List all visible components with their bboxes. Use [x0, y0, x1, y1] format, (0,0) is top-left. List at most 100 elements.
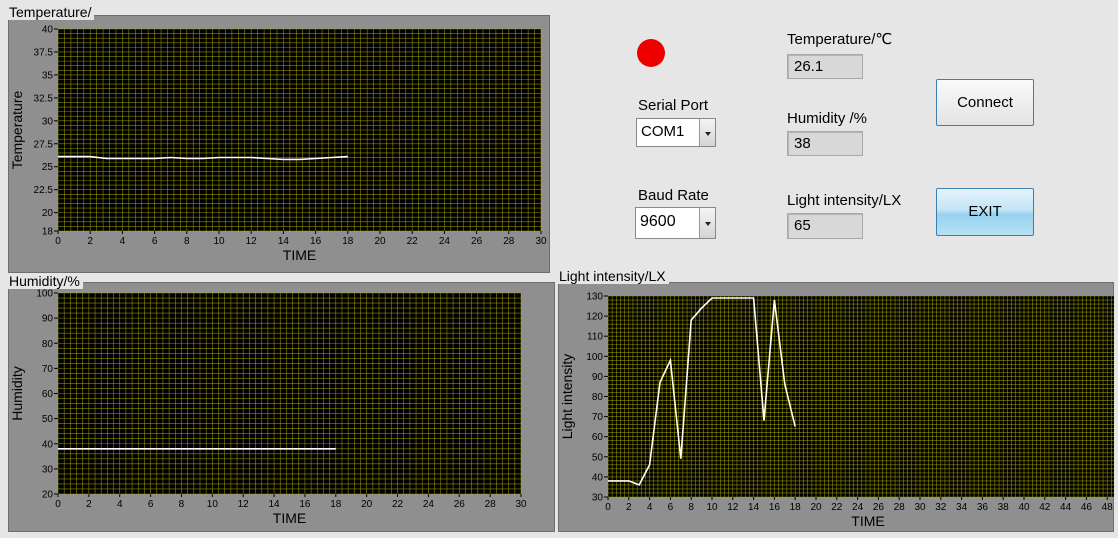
x-tick-label: 20	[810, 502, 822, 513]
data-line	[58, 155, 348, 161]
x-tick-label: 48	[1102, 502, 1114, 513]
x-tick-label: 8	[688, 502, 694, 513]
temperature-chart-title: Temperature/	[8, 4, 95, 20]
x-tick-label: 2	[626, 502, 632, 513]
x-tick-label: 22	[831, 502, 843, 513]
y-tick-label: 22.5	[34, 185, 54, 196]
light-reading: 65	[787, 213, 863, 239]
grid	[57, 28, 542, 232]
temperature-reading-label: Temperature/℃	[787, 31, 893, 48]
x-tick-label: 18	[790, 502, 802, 513]
x-tick-label: 24	[423, 499, 435, 510]
baud-rate-value: 9600	[640, 213, 676, 230]
x-tick-label: 26	[471, 236, 483, 247]
x-tick-label: 12	[727, 502, 739, 513]
y-tick-label: 80	[42, 339, 54, 350]
serial-port-value: COM1	[641, 123, 685, 140]
x-tick-label: 30	[535, 236, 547, 247]
exit-button[interactable]: EXIT	[936, 188, 1034, 236]
x-tick-label: 4	[117, 499, 123, 510]
x-tick-label: 20	[374, 236, 386, 247]
connect-button[interactable]: Connect	[936, 79, 1034, 126]
x-tick-label: 8	[184, 236, 190, 247]
x-tick-label: 10	[207, 499, 219, 510]
x-tick-label: 24	[439, 236, 451, 247]
x-tick-label: 6	[152, 236, 158, 247]
x-tick-label: 26	[873, 502, 885, 513]
y-axis-label: Humidity	[9, 366, 25, 420]
x-tick-label: 14	[748, 502, 760, 513]
humidity-chart-title: Humidity/%	[8, 273, 83, 289]
x-tick-label: 32	[935, 502, 947, 513]
x-tick-label: 34	[956, 502, 968, 513]
y-tick-label: 25	[42, 162, 54, 173]
x-tick-label: 12	[238, 499, 250, 510]
y-tick-label: 70	[42, 364, 54, 375]
x-tick-label: 6	[148, 499, 154, 510]
x-tick-label: 36	[977, 502, 989, 513]
y-tick-label: 100	[36, 289, 53, 300]
x-tick-label: 10	[706, 502, 718, 513]
x-tick-label: 22	[407, 236, 419, 247]
x-tick-label: 4	[120, 236, 126, 247]
x-tick-label: 0	[55, 499, 61, 510]
temperature-reading: 26.1	[787, 54, 863, 79]
x-tick-label: 2	[87, 236, 93, 247]
y-tick-label: 40	[592, 472, 604, 483]
status-led	[637, 39, 665, 67]
light-chart-title: Light intensity/LX	[558, 268, 669, 284]
x-axis-label: TIME	[851, 513, 884, 529]
x-tick-label: 12	[246, 236, 258, 247]
x-tick-label: 44	[1060, 502, 1072, 513]
x-tick-label: 14	[278, 236, 290, 247]
x-tick-label: 30	[914, 502, 926, 513]
x-tick-label: 40	[1018, 502, 1030, 513]
x-tick-label: 38	[998, 502, 1010, 513]
x-tick-label: 6	[668, 502, 674, 513]
y-tick-label: 50	[592, 452, 604, 463]
grid	[607, 295, 1114, 498]
light-reading-label: Light intensity/LX	[787, 192, 902, 209]
y-tick-label: 30	[42, 116, 54, 127]
y-tick-label: 70	[592, 412, 604, 423]
x-tick-label: 26	[454, 499, 466, 510]
x-tick-label: 28	[503, 236, 515, 247]
y-tick-label: 37.5	[34, 47, 54, 58]
y-tick-label: 80	[592, 392, 604, 403]
baud-rate-select[interactable]: 9600	[635, 207, 716, 239]
x-tick-label: 24	[852, 502, 864, 513]
serial-port-select[interactable]: COM1	[636, 118, 716, 147]
y-tick-label: 130	[586, 292, 603, 303]
x-tick-label: 16	[310, 236, 322, 247]
x-tick-label: 22	[392, 499, 404, 510]
x-tick-label: 20	[361, 499, 373, 510]
y-tick-label: 100	[586, 352, 603, 363]
y-tick-label: 27.5	[34, 139, 54, 150]
humidity-reading: 38	[787, 131, 863, 156]
x-axis-label: TIME	[283, 247, 316, 263]
x-tick-label: 46	[1081, 502, 1093, 513]
y-tick-label: 120	[586, 312, 603, 323]
serial-port-label: Serial Port	[638, 97, 709, 114]
baud-rate-label: Baud Rate	[638, 187, 709, 204]
y-tick-label: 40	[42, 25, 54, 36]
x-tick-label: 10	[213, 236, 225, 247]
chevron-down-icon[interactable]	[699, 119, 715, 146]
x-tick-label: 0	[55, 236, 61, 247]
x-tick-label: 2	[86, 499, 92, 510]
y-tick-label: 50	[42, 414, 54, 425]
y-axis-label: Light intensity	[559, 354, 575, 440]
x-tick-label: 16	[769, 502, 781, 513]
x-tick-label: 18	[330, 499, 342, 510]
y-tick-label: 18	[42, 227, 54, 238]
y-tick-label: 60	[42, 389, 54, 400]
data-line	[608, 297, 796, 486]
x-tick-label: 16	[299, 499, 311, 510]
chevron-down-icon[interactable]	[699, 208, 715, 238]
y-tick-label: 40	[42, 439, 54, 450]
x-tick-label: 4	[647, 502, 653, 513]
x-tick-label: 42	[1039, 502, 1051, 513]
x-tick-label: 28	[894, 502, 906, 513]
